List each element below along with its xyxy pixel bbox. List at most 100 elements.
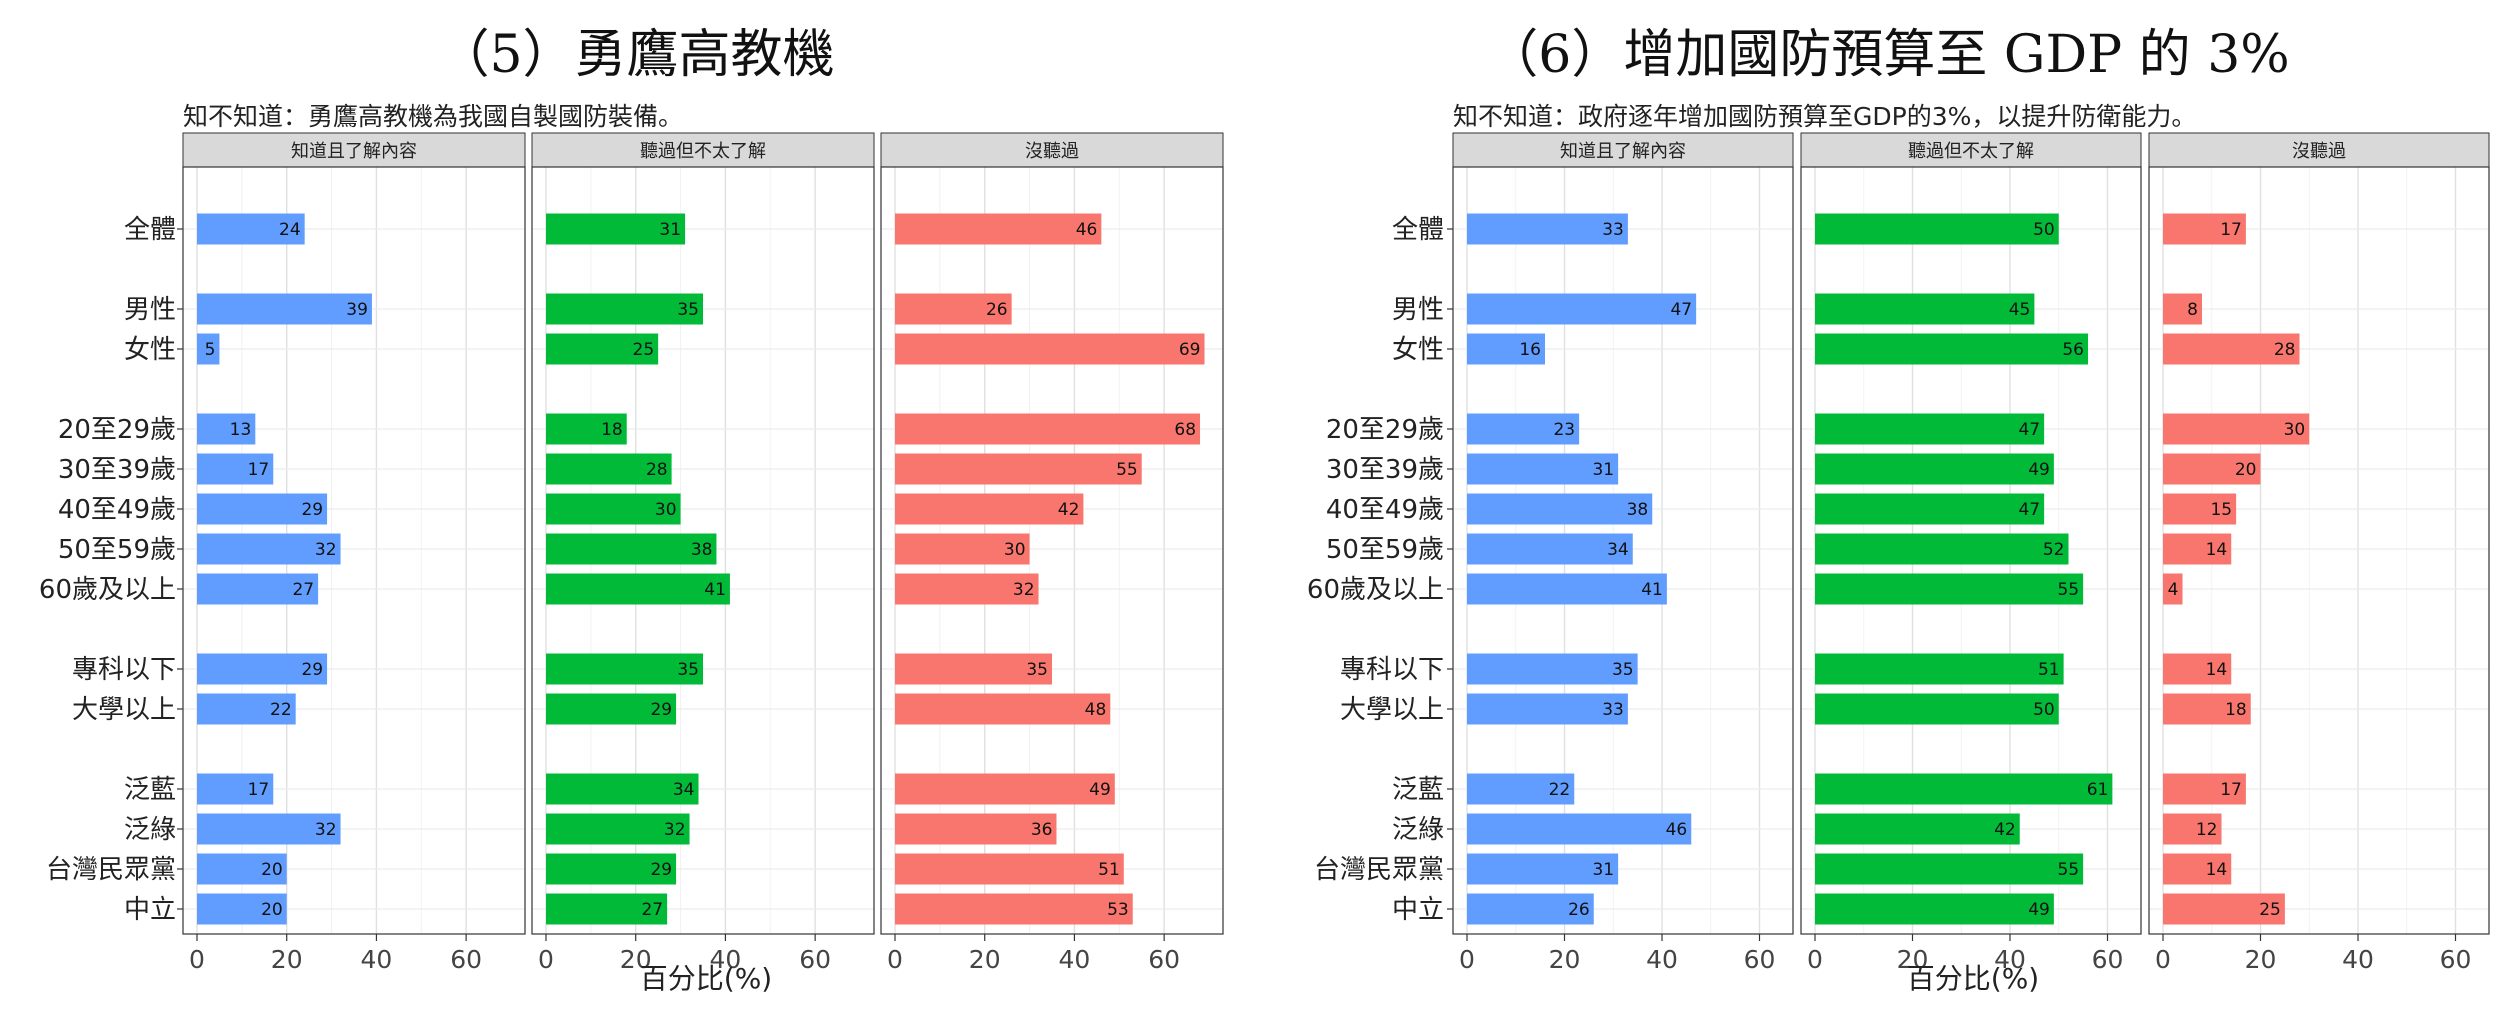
category-label: 男性 — [1392, 295, 1444, 325]
bar — [1467, 853, 1619, 885]
facet-strip — [531, 132, 875, 168]
category-label: 中立 — [124, 895, 176, 925]
data-label: 22 — [270, 700, 292, 720]
bar — [1815, 813, 2020, 845]
facet-strip-label: 沒聽過 — [2292, 141, 2346, 162]
data-label: 24 — [279, 220, 301, 240]
panel-border — [531, 166, 875, 935]
bar — [197, 573, 319, 605]
facet-panel: 沒聽過 46 26 69 68 55 42 30 32 35 48 49 36 51 53 0 20 40 60 — [880, 132, 1224, 974]
facet-strip — [182, 132, 526, 168]
bar — [197, 653, 328, 685]
facet-strip — [1800, 132, 2142, 168]
category-label: 泛藍 — [1392, 775, 1444, 805]
x-tick-label: 20 — [271, 945, 303, 974]
bar — [197, 293, 372, 325]
bar — [197, 893, 287, 925]
data-label: 35 — [677, 300, 699, 320]
data-label: 29 — [650, 700, 672, 720]
bar — [2163, 293, 2202, 325]
bar — [197, 413, 256, 445]
bar — [895, 653, 1052, 685]
data-label: 30 — [655, 500, 677, 520]
data-label: 4 — [2168, 580, 2179, 600]
data-label: 46 — [1076, 220, 1098, 240]
data-label: 32 — [664, 820, 686, 840]
bar — [895, 853, 1124, 885]
data-label: 42 — [1994, 820, 2016, 840]
data-label: 47 — [2018, 420, 2040, 440]
x-tick-label: 20 — [620, 945, 652, 974]
bar — [546, 653, 703, 685]
data-label: 20 — [261, 860, 283, 880]
data-label: 13 — [230, 420, 252, 440]
data-label: 12 — [2196, 820, 2218, 840]
facet-strip-label: 聽過但不太了解 — [1908, 141, 2034, 162]
x-tick-label: 40 — [1059, 945, 1091, 974]
data-label: 29 — [301, 500, 323, 520]
category-label: 40至49歲 — [1326, 495, 1444, 525]
bar — [1815, 773, 2113, 805]
data-label: 25 — [633, 340, 655, 360]
bar — [895, 773, 1115, 805]
bar — [2163, 893, 2285, 925]
bar — [546, 773, 699, 805]
bar — [1467, 493, 1653, 525]
facet-strip-label: 沒聽過 — [1025, 141, 1079, 162]
bar — [895, 533, 1030, 565]
data-label: 31 — [659, 220, 681, 240]
category-label: 30至39歲 — [58, 455, 176, 485]
bar — [197, 533, 341, 565]
bar — [1815, 693, 2059, 725]
x-tick-label: 0 — [189, 945, 205, 974]
bar — [1467, 893, 1594, 925]
bar — [1467, 773, 1575, 805]
data-label: 33 — [1602, 220, 1624, 240]
bar — [2163, 573, 2183, 605]
x-tick-label: 40 — [2342, 945, 2374, 974]
data-label: 35 — [1612, 660, 1634, 680]
data-label: 46 — [1666, 820, 1688, 840]
data-label: 35 — [1026, 660, 1048, 680]
bar — [1815, 493, 2045, 525]
bar — [197, 213, 305, 245]
category-label: 專科以下 — [1340, 655, 1444, 685]
facet-strip-label: 知道且了解內容 — [291, 141, 417, 162]
bar — [2163, 813, 2222, 845]
bar — [1467, 333, 1545, 365]
data-label: 51 — [1098, 860, 1120, 880]
bar — [1467, 693, 1628, 725]
data-label: 41 — [1641, 580, 1663, 600]
x-tick-label: 60 — [1148, 945, 1180, 974]
bar — [895, 813, 1057, 845]
data-label: 20 — [261, 900, 283, 920]
bar — [2163, 453, 2261, 485]
data-label: 41 — [704, 580, 726, 600]
bar — [1815, 213, 2059, 245]
x-tick-label: 20 — [2245, 945, 2277, 974]
chart-subtitle: 知不知道：勇鷹高教機為我國自製國防裝備。 — [183, 102, 683, 131]
data-label: 25 — [2259, 900, 2281, 920]
bar — [895, 693, 1111, 725]
chart-title: （6）增加國防預算至 GDP 的 3% — [1486, 25, 2289, 85]
bar — [546, 333, 659, 365]
bar — [1815, 333, 2088, 365]
bar — [2163, 333, 2300, 365]
bar — [1467, 813, 1692, 845]
data-label: 26 — [1568, 900, 1590, 920]
data-label: 15 — [2210, 500, 2232, 520]
x-tick-label: 0 — [538, 945, 554, 974]
panel-border — [2148, 166, 2490, 935]
data-label: 52 — [2043, 540, 2065, 560]
bar — [2163, 653, 2232, 685]
data-label: 17 — [248, 460, 270, 480]
bar — [895, 293, 1012, 325]
category-label: 泛藍 — [124, 775, 176, 805]
bar — [546, 533, 717, 565]
data-label: 22 — [1549, 780, 1571, 800]
data-label: 18 — [601, 420, 623, 440]
data-label: 42 — [1058, 500, 1080, 520]
data-label: 51 — [2038, 660, 2060, 680]
data-label: 53 — [1107, 900, 1129, 920]
bar — [546, 293, 703, 325]
